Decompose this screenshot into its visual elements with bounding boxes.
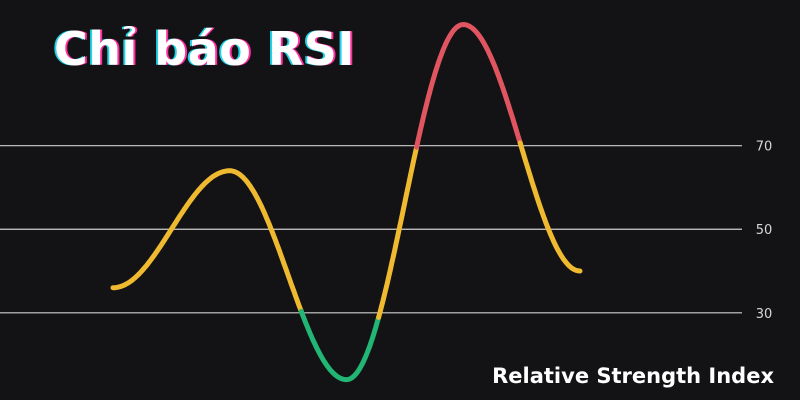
rsi-segment-neutral-2: [376, 144, 420, 320]
rsi-segment-oversold-1: [298, 308, 382, 383]
gridlines: [0, 145, 742, 314]
y-tick-label-30: 30: [756, 307, 773, 322]
rsi-segment-neutral-4: [517, 140, 583, 274]
y-tick-label-50: 50: [756, 223, 773, 238]
rsi-segment-overbought-3: [414, 22, 523, 150]
y-tick-label-70: 70: [756, 140, 773, 155]
page-title: Chỉ báo RSI: [54, 22, 356, 76]
rsi-segment-neutral-0: [110, 168, 304, 314]
chart-subtitle: Relative Strength Index: [492, 364, 774, 388]
rsi-line: [110, 22, 583, 383]
y-tick-labels: 70 50 30: [756, 140, 773, 322]
